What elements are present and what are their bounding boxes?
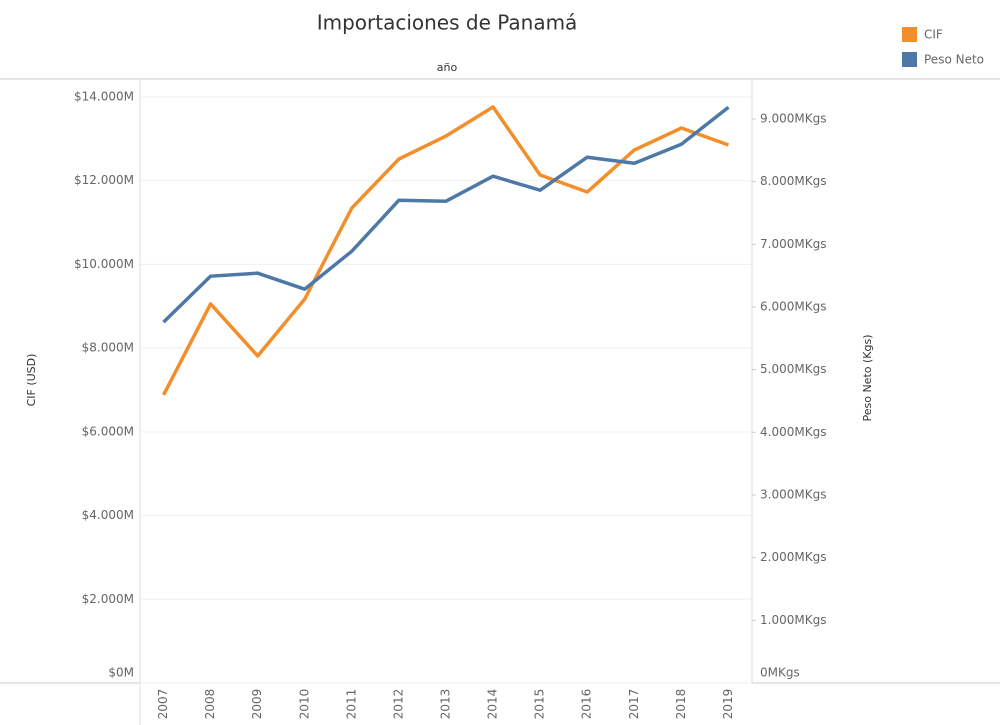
x-tick-label: 2017 — [627, 689, 641, 720]
y-tick-label: $14.000M — [74, 90, 134, 104]
y2-tick-label: 4.000MKgs — [760, 425, 826, 439]
x-tick-label: 2010 — [297, 689, 311, 720]
x-tick-label: 2016 — [580, 689, 594, 720]
x-tick-label: 2019 — [721, 689, 735, 720]
y-tick-label: $2.000M — [82, 592, 134, 606]
x-tick-label: 2009 — [250, 689, 264, 720]
chart-title: Importaciones de Panamá — [317, 11, 578, 35]
y-tick-label: $0M — [108, 666, 134, 680]
x-tick-label: 2007 — [156, 689, 170, 720]
y-tick-label: $12.000M — [74, 173, 134, 187]
y-tick-label: $4.000M — [82, 508, 134, 522]
x-tick-label: 2008 — [203, 689, 217, 720]
x-tick-label: 2015 — [533, 689, 547, 720]
x-tick-label: 2011 — [344, 689, 358, 720]
y2-tick-label: 6.000MKgs — [760, 299, 826, 313]
x-axis-label: año — [437, 61, 458, 74]
legend-label: Peso Neto — [924, 53, 984, 67]
y2-axis-label: Peso Neto (Kgs) — [861, 334, 874, 421]
y-tick-label: $8.000M — [82, 341, 134, 355]
series-line — [161, 105, 730, 396]
y2-tick-label: 9.000MKgs — [760, 111, 826, 125]
y2-tick-label: 8.000MKgs — [760, 174, 826, 188]
y2-tick-label: 3.000MKgs — [760, 487, 826, 501]
x-tick-label: 2013 — [439, 689, 453, 720]
y2-tick-label: 7.000MKgs — [760, 237, 826, 251]
y2-tick-label: 0MKgs — [760, 666, 800, 680]
y-axis-label: CIF (USD) — [25, 354, 38, 407]
x-tick-label: 2014 — [486, 689, 500, 720]
legend-label: CIF — [924, 28, 943, 42]
y-tick-label: $10.000M — [74, 257, 134, 271]
x-tick-label: 2018 — [674, 689, 688, 720]
x-tick-label: 2012 — [391, 689, 405, 720]
y2-tick-label: 5.000MKgs — [760, 362, 826, 376]
series-line — [162, 105, 730, 324]
legend-swatch — [902, 52, 917, 67]
legend-swatch — [902, 27, 917, 42]
y-tick-label: $6.000M — [82, 424, 134, 438]
y2-tick-label: 1.000MKgs — [760, 613, 826, 627]
y2-tick-label: 2.000MKgs — [760, 550, 826, 564]
